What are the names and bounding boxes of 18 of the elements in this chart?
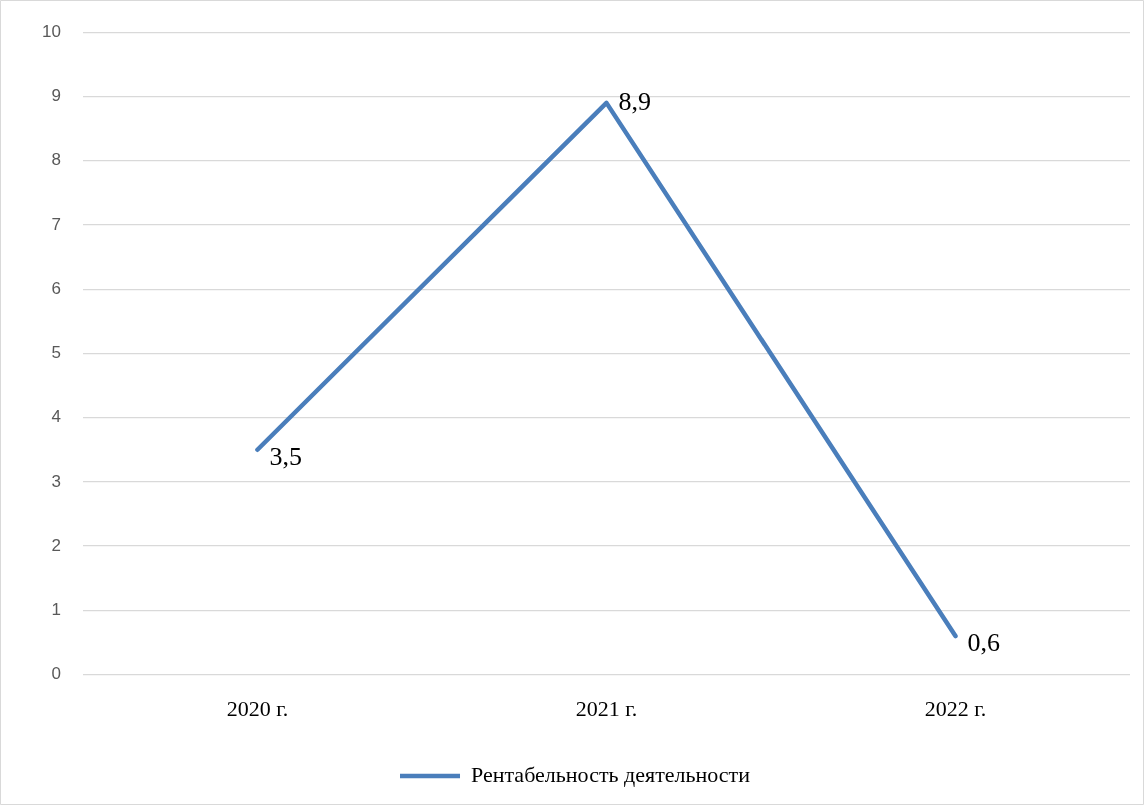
y-tick-label: 4 [51, 407, 61, 427]
y-tick-label: 3 [51, 471, 61, 491]
legend-label: Рентабельность деятельности [471, 761, 751, 787]
data-label: 0,6 [967, 627, 1000, 657]
y-tick-label: 5 [51, 343, 61, 363]
y-tick-label: 6 [51, 278, 61, 298]
y-tick-label: 7 [51, 214, 61, 234]
x-tick-label: 2021 г. [575, 695, 638, 721]
y-tick-label: 10 [41, 21, 61, 41]
data-label: 3,5 [269, 441, 302, 471]
y-tick-label: 9 [51, 86, 61, 106]
x-tick-label: 2020 г. [226, 695, 289, 721]
x-tick-label: 2022 г. [924, 695, 987, 721]
y-tick-label: 0 [51, 664, 61, 684]
data-label: 8,9 [618, 86, 651, 116]
y-tick-label: 8 [51, 150, 61, 170]
y-tick-label: 2 [51, 535, 61, 555]
y-tick-label: 1 [51, 600, 61, 620]
